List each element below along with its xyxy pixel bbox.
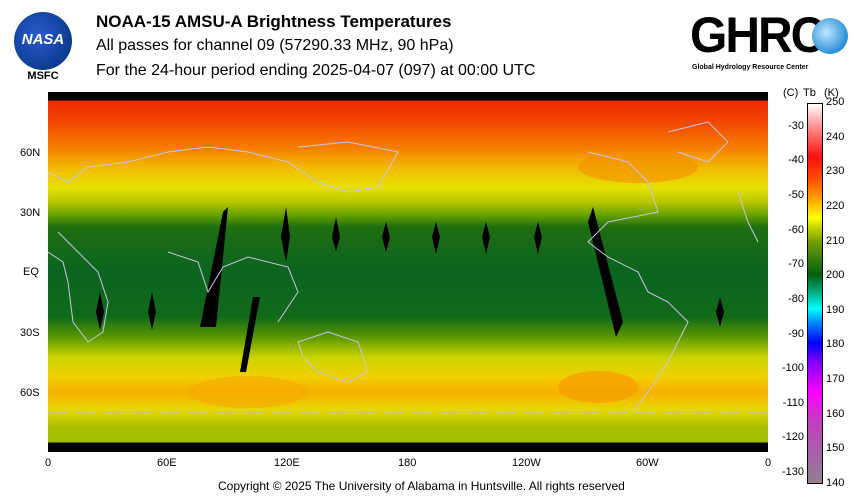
lat-label-30s: 30S [20, 327, 40, 339]
copyright: Copyright © 2025 The University of Alaba… [218, 479, 625, 493]
colorbar-celsius-tick: -120 [781, 431, 804, 444]
colorbar-celsius-tick: -110 [782, 396, 804, 409]
colorbar-celsius-tick: -90 [788, 327, 804, 340]
colorbar-kelvin-tick: 190 [826, 303, 845, 316]
data-gaps [96, 207, 724, 372]
colorbar-kelvin-tick: 160 [826, 407, 845, 420]
lon-label-120w: 120W [512, 457, 541, 469]
colorbar-kelvin-tick: 210 [826, 234, 845, 247]
lon-label-120e: 120E [274, 457, 300, 469]
ghrc-logo: GHRC [690, 7, 825, 64]
colorbar-celsius-tick: -130 [781, 466, 804, 479]
lat-label-eq: EQ [23, 266, 39, 278]
colorbar-kelvin-tick: 170 [826, 373, 845, 386]
msfc-label: MSFC [27, 70, 59, 82]
colorbar-celsius-tick: -70 [788, 258, 804, 271]
lat-label-60s: 60S [20, 387, 40, 399]
colorbar-kelvin-tick: 240 [826, 130, 845, 143]
lon-label-60e: 60E [157, 457, 177, 469]
channel-subtitle: All passes for channel 09 (57290.33 MHz,… [96, 37, 454, 54]
period-subtitle: For the 24-hour period ending 2025-04-07… [96, 62, 536, 79]
colorbar-header-tb: Tb [803, 87, 816, 99]
colorbar-kelvin-tick: 150 [826, 442, 845, 455]
colorbar-kelvin-tick: 250 [826, 96, 845, 108]
colorbar-kelvin-tick: 180 [826, 338, 845, 351]
page-title: NOAA-15 AMSU-A Brightness Temperatures [96, 12, 452, 31]
nasa-logo [14, 12, 72, 70]
warm-region [558, 371, 638, 403]
colorbar-celsius-tick: -100 [781, 362, 804, 375]
lon-label-0: 0 [45, 457, 52, 469]
nasa-logo-text: NASA [21, 31, 65, 48]
lon-label-60w: 60W [636, 457, 659, 469]
brightness-temperature-map [48, 92, 768, 452]
lon-label-0-east: 0 [765, 457, 772, 469]
warm-region [578, 151, 698, 183]
colorbar-kelvin-tick: 220 [826, 199, 845, 212]
colorbar-kelvin-tick: 230 [826, 165, 845, 178]
colorbar-celsius-tick: -50 [788, 188, 804, 201]
lat-label-60n: 60N [20, 147, 41, 159]
colorbar-header-k: (K) [824, 87, 839, 99]
ghrc-logo-subtitle: Global Hydrology Resource Center [692, 64, 809, 71]
colorbar [807, 103, 823, 484]
warm-region [188, 376, 308, 408]
colorbar-kelvin-tick: 140 [826, 477, 845, 489]
coastlines [48, 121, 768, 413]
colorbar-header-c: (C) [783, 87, 799, 99]
colorbar-kelvin-tick: 200 [826, 269, 845, 282]
lat-label-30n: 30N [20, 207, 41, 219]
map-overlay [48, 121, 768, 413]
colorbar-celsius-tick: -40 [788, 154, 804, 167]
lon-label-180: 180 [398, 457, 417, 469]
colorbar-celsius-tick: -80 [788, 292, 804, 305]
globe-icon [812, 18, 848, 54]
colorbar-celsius-tick: -30 [788, 119, 804, 132]
colorbar-celsius-tick: -60 [788, 223, 804, 236]
